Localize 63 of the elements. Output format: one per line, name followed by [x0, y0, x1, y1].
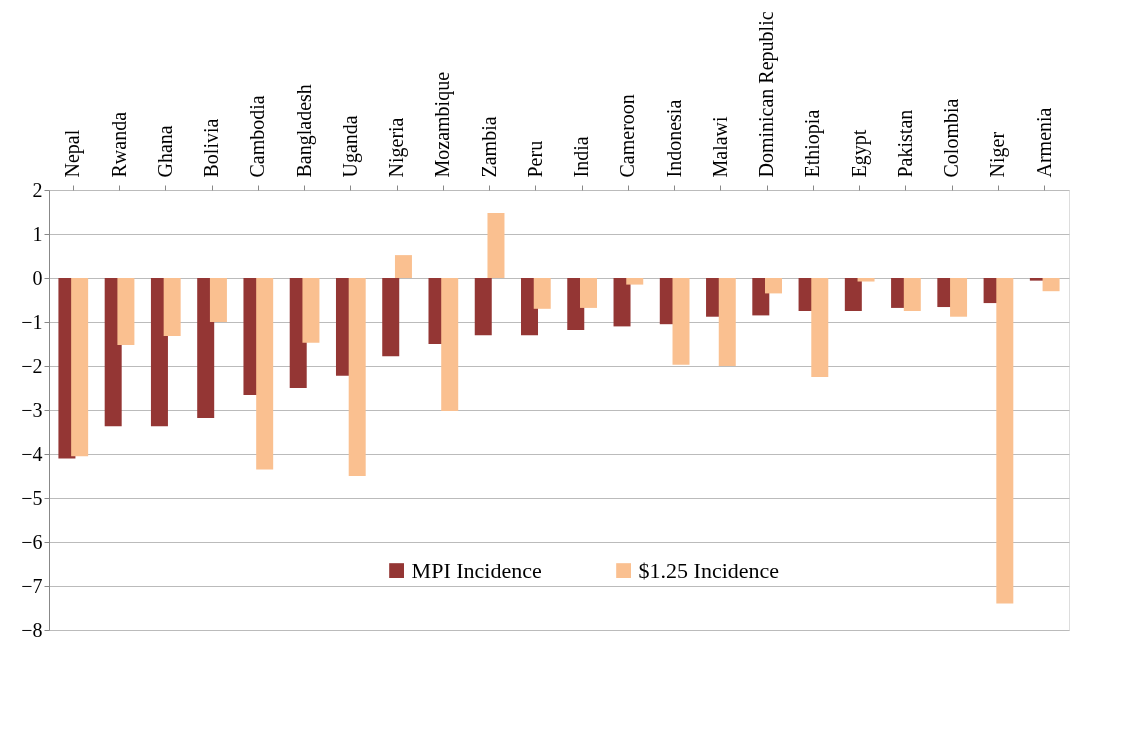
bar: [950, 278, 968, 317]
bar: [71, 278, 89, 457]
bar: [487, 212, 505, 278]
x-tick-label: Colombia: [940, 98, 963, 178]
y-tick-label: −6: [21, 530, 43, 553]
bar: [302, 278, 320, 343]
bar: [903, 278, 921, 311]
x-tick-label: Armenia: [1032, 107, 1055, 178]
x-tick-label: Ethiopia: [801, 109, 825, 178]
legend-label: $1.25 Incidence: [638, 557, 780, 583]
bar: [1042, 278, 1060, 292]
bar: [117, 278, 135, 345]
bar: [474, 278, 492, 336]
bar: [765, 278, 783, 294]
x-tick-label: Ghana: [153, 125, 176, 178]
x-tick-label: Dominican Republic: [755, 11, 779, 178]
bar: [811, 278, 829, 377]
x-tick-label: Peru: [523, 140, 546, 178]
bar: [394, 255, 412, 278]
y-tick-label: −7: [21, 574, 43, 597]
x-tick-label: Nigeria: [385, 117, 409, 178]
bar: [163, 278, 181, 337]
bar: [844, 278, 862, 311]
bar: [382, 278, 400, 357]
bar: [209, 278, 227, 322]
y-tick-label: −2: [21, 354, 43, 377]
bar: [613, 278, 631, 327]
x-tick-label: Zambia: [477, 116, 500, 178]
y-tick-label: −8: [21, 618, 43, 641]
y-tick-label: −4: [21, 442, 43, 465]
x-tick-label: Pakistan: [893, 109, 916, 178]
bar: [150, 278, 168, 427]
x-tick-label: Bolivia: [200, 118, 223, 178]
y-tick-label: 0: [32, 266, 43, 289]
bar: [441, 278, 459, 411]
x-tick-label: Cambodia: [246, 95, 269, 178]
x-tick-label: Malawi: [708, 115, 731, 178]
bar: [626, 278, 644, 285]
bar: [579, 278, 597, 308]
bar: [256, 278, 274, 470]
bar: [197, 278, 215, 418]
y-tick-label: 1: [32, 222, 43, 245]
x-tick-label: Niger: [986, 131, 1010, 178]
x-tick-label: Rwanda: [107, 111, 130, 178]
y-tick-label: −3: [21, 398, 43, 421]
x-tick-label: India: [570, 136, 593, 178]
y-tick-label: −5: [21, 486, 43, 509]
bar: [672, 278, 690, 365]
bar: [718, 278, 736, 366]
x-tick-label: Bangladesh: [292, 84, 316, 178]
legend-label: MPI Incidence: [411, 557, 542, 583]
y-tick-label: 2: [32, 178, 43, 201]
x-tick-label: Uganda: [338, 115, 362, 178]
bar: [533, 278, 551, 309]
bar: [348, 278, 366, 476]
x-tick-label: Indonesia: [662, 99, 685, 178]
bar: [996, 278, 1014, 604]
x-tick-label: Cameroon: [616, 94, 639, 178]
x-tick-label: Mozambique: [431, 71, 455, 178]
x-tick-label: Nepal: [61, 129, 85, 178]
y-tick-label: −1: [21, 310, 43, 333]
bar: [857, 278, 875, 282]
x-tick-label: Egypt: [847, 129, 871, 178]
